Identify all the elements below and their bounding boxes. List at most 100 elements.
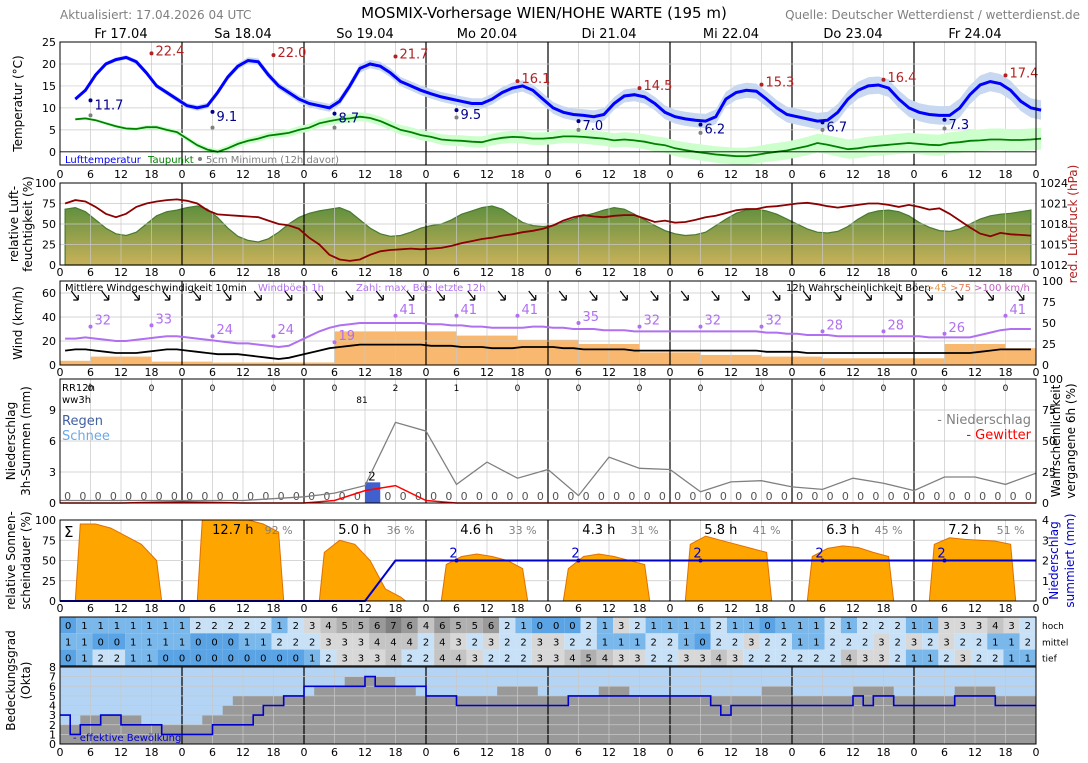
hum-x-tick-label: 0: [545, 266, 552, 279]
precip-y-tick-label: 6: [49, 435, 56, 448]
cloud-layer-value: 2: [895, 621, 901, 632]
sigma-symbol: Σ: [64, 523, 73, 541]
wind-direction-arrow: [711, 290, 720, 301]
cloud-layer-cell: [645, 649, 662, 666]
cloud-layer-cell: [824, 617, 841, 634]
sun-x-tick-label: 18: [633, 602, 647, 615]
min-temp-label: 7.0: [583, 119, 604, 134]
precip-zero-label: 0: [644, 490, 651, 503]
cloud-layer-cell: [271, 633, 288, 650]
cloud-layer-cell: [141, 649, 158, 666]
cloud-layer-value: 1: [1008, 654, 1014, 665]
cloud-layer-value: 3: [618, 621, 624, 632]
sun-x-tick-label: 0: [789, 602, 796, 615]
cloud-layer-value: 3: [341, 654, 347, 665]
cloud-layer-value: 2: [862, 637, 868, 648]
wind-direction-arrow: [650, 290, 659, 301]
hum-x-tick-label: 12: [480, 266, 494, 279]
gust-line: [65, 322, 1031, 349]
day-label: Fr 24.04: [948, 27, 1001, 42]
legend-gusts: Windböen 1h: [258, 283, 324, 294]
cloud-layer-value: 4: [325, 621, 331, 632]
temp-x-tick-label: 0: [545, 168, 552, 181]
wind-y-tick-label: 60: [42, 287, 56, 300]
cloud-layer-cell: [125, 633, 142, 650]
precip-zero-label: 0: [217, 490, 224, 503]
cloud-layer-value: 2: [813, 654, 819, 665]
cloud-layer-value: 2: [764, 637, 770, 648]
gust-probability-bar: [60, 360, 91, 365]
cloud-layer-cell: [287, 617, 304, 634]
max-gust-marker: [515, 313, 520, 318]
hum-x-tick-label: 6: [209, 266, 216, 279]
cloud-layer-value: 1: [634, 637, 640, 648]
cloud-layers-frame: [59, 616, 1037, 667]
cloud-layer-value: 2: [276, 637, 282, 648]
cloud-layer-cell: [190, 633, 207, 650]
cloud-layer-value: 3: [748, 637, 754, 648]
cloud-layer-value: 5: [341, 621, 347, 632]
wind-x-tick-label: 6: [941, 366, 948, 379]
sunshine-area: [440, 553, 529, 602]
cloud-x-tick-label: 12: [602, 746, 616, 759]
cloud-layer-cell: [125, 617, 142, 634]
rr12h-value: 0: [576, 384, 582, 394]
cloud-layer-cell: [596, 633, 614, 650]
cloud-layer-cell: [141, 617, 158, 634]
cloud-layer-value: 2: [97, 654, 103, 665]
cloud-layer-value: 3: [537, 654, 543, 665]
cloud-layer-cell: [743, 649, 760, 666]
cloud-layer-value: 0: [195, 654, 201, 665]
cloud-layer-value: 0: [228, 637, 234, 648]
precip-cumsum-marker: [454, 558, 459, 563]
hum-y-tick-label: 50: [42, 218, 56, 231]
cloud-layer-cell: [661, 633, 679, 650]
cloud-layer-cell: [336, 633, 353, 650]
precip-zero-label: 0: [64, 490, 71, 503]
precip-prob-y-tick-label: 100: [1042, 373, 1063, 386]
hum-x-tick-label: 12: [724, 266, 738, 279]
sunshine-axis-label: scheindauer (%): [19, 511, 33, 609]
wind-x-tick-label: 18: [145, 366, 159, 379]
daily-sunshine-percent: 33 %: [509, 524, 537, 537]
sun-x-tick-label: 6: [453, 602, 460, 615]
wind-x-tick-label: 18: [389, 366, 403, 379]
precip-zero-label: 0: [979, 490, 986, 503]
cloud-layer-value: 1: [179, 637, 185, 648]
daily-sunshine-hours: 12.7 h: [212, 523, 253, 538]
cloud-layer-cell: [629, 649, 646, 666]
temp-y-tick-label: 5: [49, 124, 56, 137]
max-temp-marker: [881, 77, 886, 82]
daily-sunshine-hours: 5.8 h: [704, 523, 737, 538]
cloud-layer-value: 4: [992, 621, 998, 632]
cloud-layer-cell: [775, 649, 792, 666]
min-temp-label: 11.7: [95, 98, 124, 113]
cloud-layer-value: 4: [423, 621, 429, 632]
max-temp-marker: [759, 82, 764, 87]
cloud-layer-value: 6: [488, 621, 494, 632]
cloud-layer-value: 2: [195, 621, 201, 632]
cloud-cover-axis-label: (Okta): [19, 662, 33, 700]
cloud-layer-value: 4: [602, 654, 608, 665]
cloud-layer-value: 2: [829, 637, 835, 648]
cloud-layer-cell: [157, 617, 174, 634]
temp-y-tick-label: 10: [42, 102, 56, 115]
hum-x-tick-label: 12: [236, 266, 250, 279]
cloud-x-tick-label: 0: [667, 746, 674, 759]
cloud-layer-cell: [385, 633, 402, 650]
cloud-layer-cell: [596, 649, 614, 666]
daily-sunshine-percent: 41 %: [753, 524, 781, 537]
cloud-layer-cell: [857, 649, 874, 666]
sun-x-tick-label: 12: [968, 602, 982, 615]
hum-x-tick-label: 18: [145, 266, 159, 279]
cloud-layer-value: 1: [781, 621, 787, 632]
temp-x-tick-label: 18: [999, 168, 1013, 181]
precip-zero-label: 0: [506, 490, 513, 503]
ground-min-marker: [698, 130, 703, 135]
cloud-x-tick-label: 18: [999, 746, 1013, 759]
cloud-layer-value: 2: [976, 654, 982, 665]
temp-x-tick-label: 12: [602, 168, 616, 181]
legend-precip-probability: - Niederschlag: [937, 413, 1031, 428]
cloud-layer-value: 2: [325, 654, 331, 665]
day-label: Do 23.04: [823, 27, 882, 42]
